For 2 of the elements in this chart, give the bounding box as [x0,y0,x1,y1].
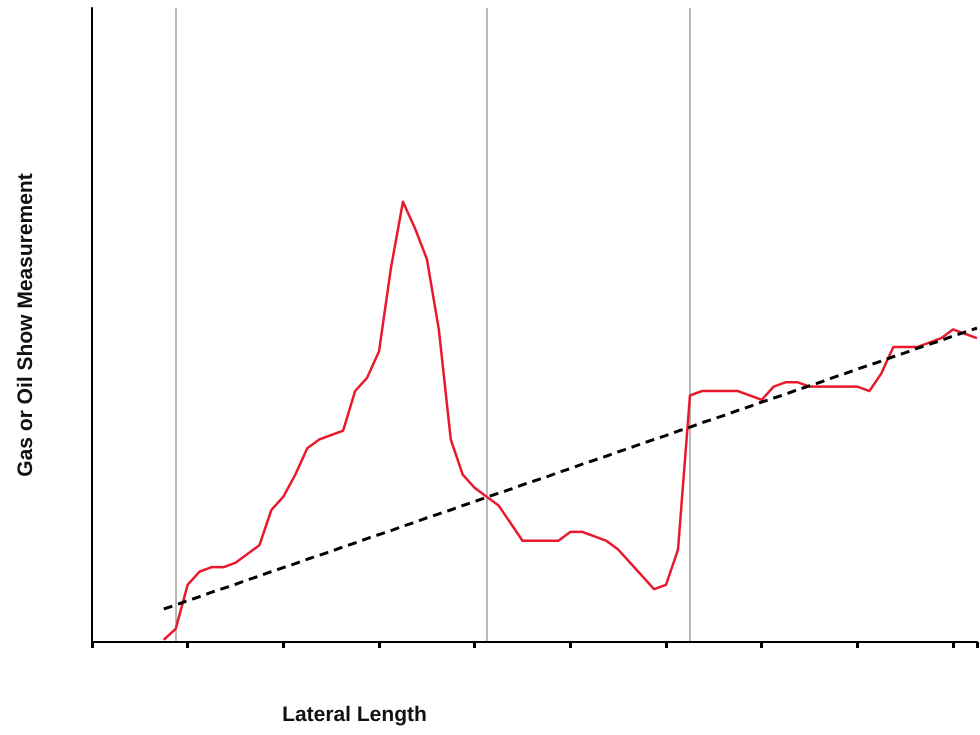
x-axis-title: Lateral Length [282,703,427,726]
y-axis-title: Gas or Oil Show Measurement [14,173,37,477]
